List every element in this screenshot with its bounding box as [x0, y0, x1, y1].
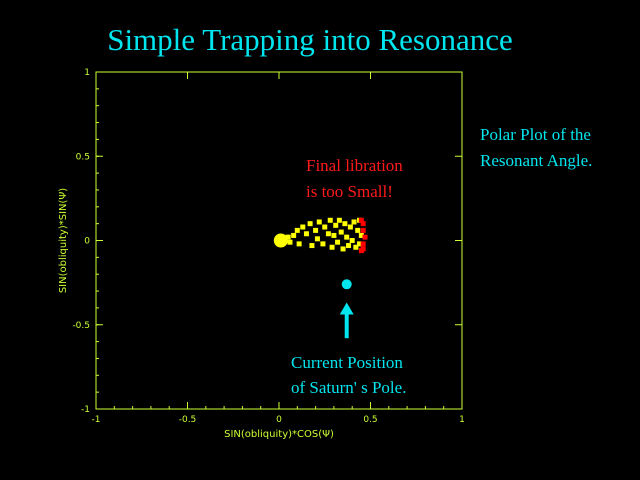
libration-point [360, 221, 366, 227]
y-axis-label: SIN(obliquity)*SIN(Ψ) [58, 188, 69, 293]
trajectory-point [287, 239, 293, 245]
trajectory-point [351, 219, 357, 225]
libration-point [362, 234, 368, 240]
plot-axes: -1 -0.5 0 0.5 1 -1 -0.5 0 0.5 1 SIN(obliquity)*COS… [58, 68, 465, 440]
side-note-line-1: Polar Plot of the [480, 125, 591, 144]
y-tick-label: 1 [84, 68, 90, 78]
trajectory-point [300, 224, 306, 230]
trajectory-point [342, 221, 348, 227]
trajectory-point [327, 217, 333, 223]
trajectory-point [322, 224, 328, 230]
trajectory-point [358, 232, 364, 238]
annotation-current-position: Current Position of Saturn' s Pole. [291, 350, 406, 400]
trajectory-point [309, 243, 315, 249]
trajectory-point [313, 227, 319, 233]
trajectory-point [314, 236, 320, 242]
x-tick-label: -1 [92, 415, 101, 425]
libration-point [360, 227, 366, 233]
side-note-line-2: Resonant Angle. [480, 151, 593, 170]
trajectory-point [336, 217, 342, 223]
trajectory-point [320, 241, 326, 247]
trajectory-point [325, 231, 331, 237]
annotation-red-line-1: Final libration [306, 156, 403, 175]
trajectory-point [331, 232, 337, 238]
annotation-final-libration: Final libration is too Small! [306, 153, 403, 205]
trajectory-point [285, 234, 291, 240]
trajectory-point [347, 224, 353, 230]
side-note: Polar Plot of the Resonant Angle. [480, 122, 592, 174]
libration-point [358, 217, 364, 223]
annotation-cyan-line-2: of Saturn' s Pole. [291, 378, 407, 397]
trajectory-point [329, 244, 335, 250]
trajectory-point [340, 246, 346, 252]
libration-point [360, 241, 366, 247]
start-blob [273, 233, 288, 248]
saturn-pole-marker [341, 279, 352, 290]
trajectory-point [333, 222, 339, 228]
trajectory-point [346, 243, 352, 249]
pointer-arrow-head [339, 302, 354, 315]
trajectory-point [296, 241, 302, 247]
trajectory-point [294, 227, 300, 233]
y-tick-label: -1 [81, 405, 90, 415]
y-tick-label: -0.5 [72, 321, 90, 331]
x-axis-label: SIN(obliquity)*COS(Ψ) [224, 429, 334, 440]
slide-title: Simple Trapping into Resonance [107, 22, 513, 57]
x-tick-label: -0.5 [179, 415, 197, 425]
trajectory-point [338, 229, 344, 235]
libration-point [358, 248, 364, 254]
trajectory-point [316, 219, 322, 225]
annotation-cyan-line-1: Current Position [291, 353, 403, 372]
x-tick-label: 1 [459, 415, 465, 425]
annotation-red-line-2: is too Small! [306, 182, 393, 201]
trajectory-point [353, 244, 359, 250]
x-tick-label: 0 [276, 415, 282, 425]
trajectory-point [291, 232, 297, 238]
trajectory-point [355, 227, 361, 233]
plot-data [273, 217, 368, 339]
trajectory-point [303, 231, 309, 237]
trajectory-point [349, 238, 355, 243]
y-tick-label: 0 [84, 237, 90, 247]
trajectory-point [307, 221, 313, 227]
trajectory-point [335, 239, 341, 245]
x-tick-label: 0.5 [363, 415, 377, 425]
trajectory-point [357, 241, 363, 247]
trajectory-point [344, 234, 350, 240]
y-tick-label: 0.5 [76, 152, 90, 162]
